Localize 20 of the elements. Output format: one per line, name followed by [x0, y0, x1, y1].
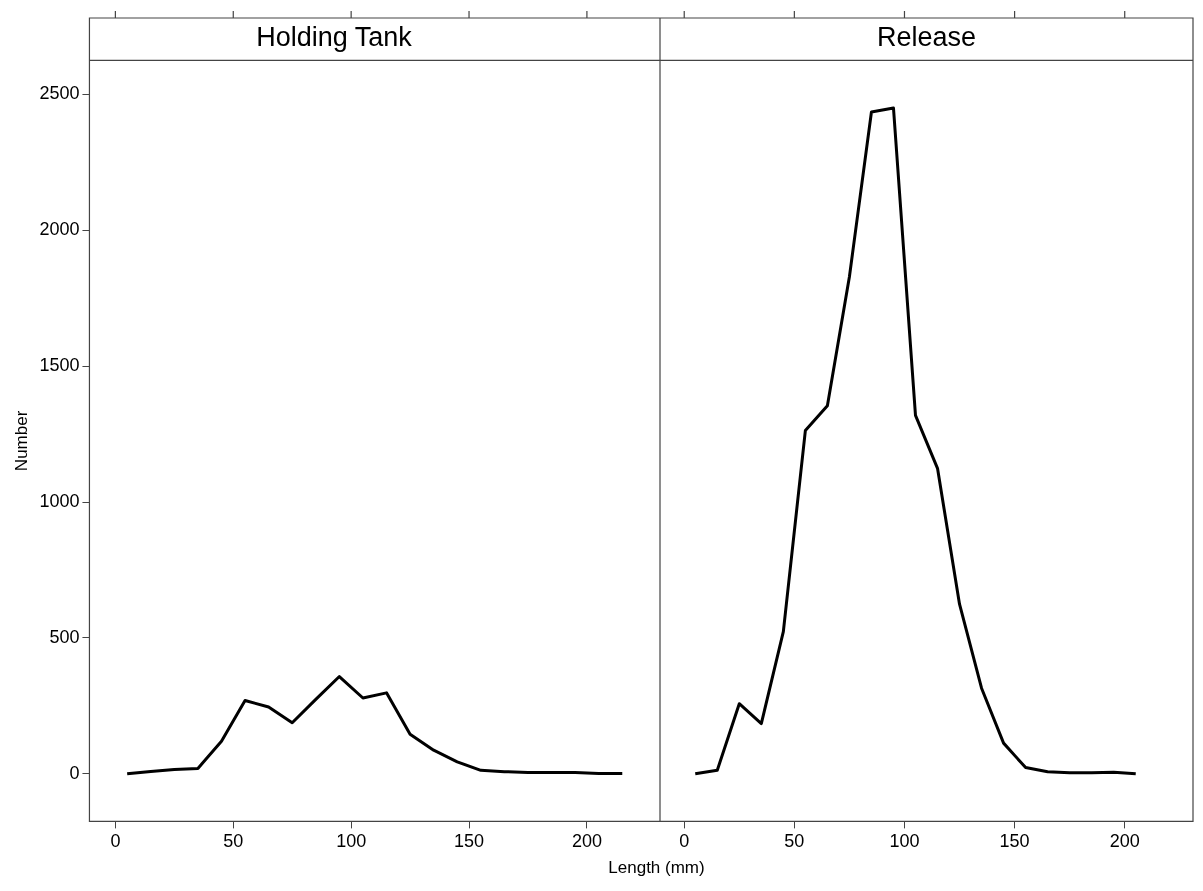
x-tick-label: 50 [784, 831, 805, 852]
y-tick-label: 1500 [39, 355, 80, 376]
chart-title: Holding Tank [256, 21, 413, 52]
x-tick-label: 200 [1109, 831, 1140, 852]
chart-title: Release [876, 21, 977, 52]
y-tick-label: 500 [49, 626, 80, 647]
x-tick-label: 100 [336, 831, 367, 852]
x-tick-label: 150 [999, 831, 1030, 852]
x-axis-title: Length (mm) [607, 858, 706, 878]
x-tick-label: 50 [223, 831, 244, 852]
y-tick-label: 2500 [39, 83, 80, 104]
x-tick-label: 200 [571, 831, 602, 852]
x-tick-label: 100 [889, 831, 920, 852]
y-axis-title: Number [11, 410, 31, 472]
y-tick-label: 2000 [39, 219, 80, 240]
x-tick-label: 0 [679, 831, 690, 852]
x-tick-label: 150 [454, 831, 485, 852]
y-tick-label: 1000 [39, 491, 80, 512]
x-tick-label: 0 [110, 831, 121, 852]
y-tick-label: 0 [69, 762, 80, 783]
